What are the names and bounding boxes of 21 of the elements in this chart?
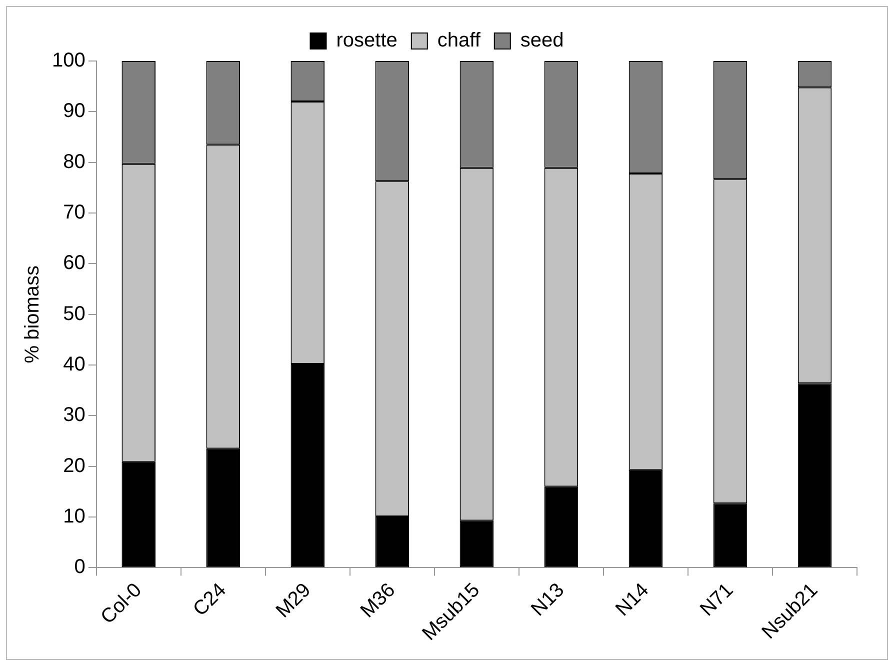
x-tick-label: M36	[356, 579, 400, 622]
legend-label: seed	[520, 30, 564, 52]
legend-label: rosette	[336, 30, 398, 52]
legend-label: chaff	[437, 30, 481, 52]
x-tick-label: N14	[612, 579, 654, 621]
y-tick-label: 10	[63, 506, 86, 528]
y-tick-label: 90	[63, 100, 86, 122]
y-tick-label: 30	[63, 404, 86, 426]
y-axis-title: % biomass	[22, 265, 44, 364]
y-tick-label: 50	[63, 302, 86, 325]
y-tick-label: 0	[74, 556, 86, 578]
y-tick-label: 40	[63, 354, 86, 376]
x-tick-label: M29	[272, 579, 316, 622]
y-tick-label: 100	[52, 50, 86, 72]
x-tick-label: C24	[189, 579, 231, 621]
y-tick-label: 80	[63, 150, 86, 173]
y-tick-label: 20	[63, 454, 86, 477]
y-tick-label: 60	[63, 252, 86, 274]
x-tick-label: N13	[527, 579, 569, 621]
x-tick-label: N71	[696, 579, 738, 621]
y-tick-label: 70	[63, 202, 86, 224]
